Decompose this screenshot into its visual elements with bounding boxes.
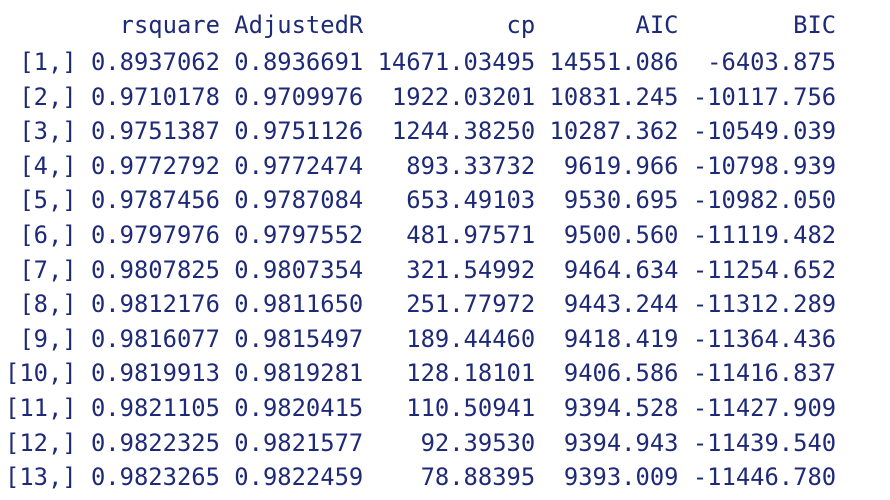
table-cell: 0.9821577 — [234, 428, 364, 457]
table-cell: 9619.966 — [563, 151, 679, 180]
table-cell: -6403.875 — [707, 48, 837, 76]
column-header: cp — [506, 11, 536, 39]
row-name: [5,] — [19, 186, 77, 215]
table-cell: 0.9823265 — [90, 463, 220, 492]
table-cell: 9394.528 — [563, 394, 679, 422]
table-cell: -10117.756 — [692, 82, 837, 111]
table-cell: 9394.943 — [563, 428, 679, 457]
table-cell: -10798.939 — [692, 151, 837, 180]
row-name: [9,] — [19, 324, 77, 353]
table-cell: 0.9811650 — [234, 290, 364, 319]
table-cell: 0.9751126 — [234, 117, 364, 146]
table-cell: 0.9822325 — [90, 428, 220, 457]
row-name: [12,] — [5, 428, 77, 457]
table-cell: 0.9797976 — [90, 221, 220, 249]
table-cell: 0.9812176 — [90, 290, 220, 319]
row-name: [1,] — [19, 48, 77, 76]
table-cell: 9443.244 — [563, 290, 679, 319]
table-cell: -10549.039 — [692, 117, 837, 146]
table-cell: 9464.634 — [563, 255, 679, 284]
table-cell: 9406.586 — [563, 359, 679, 388]
table-cell: 1922.03201 — [391, 82, 536, 111]
table-cell: 0.9787456 — [90, 186, 220, 215]
table-cell: 0.8936691 — [234, 48, 364, 76]
table-cell: 14551.086 — [549, 48, 679, 76]
row-name: [13,] — [5, 463, 77, 492]
table-cell: 9530.695 — [563, 186, 679, 215]
table-cell: 653.49103 — [406, 186, 536, 215]
table-cell: 0.9709976 — [234, 82, 364, 111]
row-name: [2,] — [19, 82, 77, 111]
table-cell: -11446.780 — [692, 463, 837, 492]
table-cell: 0.9797552 — [234, 221, 364, 249]
table-cell: -11439.540 — [692, 428, 837, 457]
table-cell: 0.9772792 — [90, 151, 220, 180]
table-cell: 0.9807354 — [234, 255, 364, 284]
table-cell: 481.97571 — [406, 221, 536, 249]
table-cell: 10831.245 — [549, 82, 679, 111]
table-cell: -11427.909 — [692, 394, 837, 422]
row-name: [11,] — [5, 394, 77, 422]
table-cell: 0.9821105 — [90, 394, 220, 422]
table-cell: -11312.289 — [692, 290, 837, 319]
table-cell: 893.33732 — [406, 151, 536, 180]
table-cell: 14671.03495 — [377, 48, 536, 76]
table-cell: 1244.38250 — [391, 117, 536, 146]
table-cell: 110.50941 — [406, 394, 536, 422]
row-name: [8,] — [19, 290, 77, 319]
row-name: [6,] — [19, 221, 77, 249]
table-cell: 0.9819281 — [234, 359, 364, 388]
table-cell: 0.9815497 — [234, 324, 364, 353]
table-cell: 251.77972 — [406, 290, 536, 319]
table-cell: 0.9787084 — [234, 186, 364, 215]
row-name: [7,] — [19, 255, 77, 284]
table-cell: 0.9819913 — [90, 359, 220, 388]
table-cell: 0.9807825 — [90, 255, 220, 284]
row-name: [4,] — [19, 151, 77, 180]
table-cell: 9500.560 — [563, 221, 679, 249]
table-cell: 9418.419 — [563, 324, 679, 353]
row-name: [3,] — [19, 117, 77, 146]
table-cell: 0.9822459 — [234, 463, 364, 492]
table-cell: -11119.482 — [692, 221, 837, 249]
table-cell: -11364.436 — [692, 324, 837, 353]
table-cell: 10287.362 — [549, 117, 679, 146]
table-cell: 0.9816077 — [90, 324, 220, 353]
table-cell: 189.44460 — [406, 324, 536, 353]
table-cell: 0.8937062 — [90, 48, 220, 76]
row-name: [10,] — [5, 359, 77, 388]
column-header: rsquare — [119, 11, 220, 39]
table-cell: -10982.050 — [692, 186, 837, 215]
column-header: AdjustedR — [234, 11, 364, 39]
table-cell: 321.54992 — [406, 255, 536, 284]
table-cell: 92.39530 — [420, 428, 536, 457]
table-cell: 0.9772474 — [234, 151, 364, 180]
column-header: BIC — [793, 11, 837, 39]
table-cell: 0.9820415 — [234, 394, 364, 422]
table-cell: 0.9751387 — [90, 117, 220, 146]
table-cell: 128.18101 — [406, 359, 536, 388]
table-cell: 78.88395 — [420, 463, 536, 492]
table-cell: 0.9710178 — [90, 82, 220, 111]
table-cell: -11254.652 — [692, 255, 837, 284]
table-cell: 9393.009 — [563, 463, 679, 492]
table-cell: -11416.837 — [692, 359, 837, 388]
column-header: AIC — [635, 11, 679, 39]
